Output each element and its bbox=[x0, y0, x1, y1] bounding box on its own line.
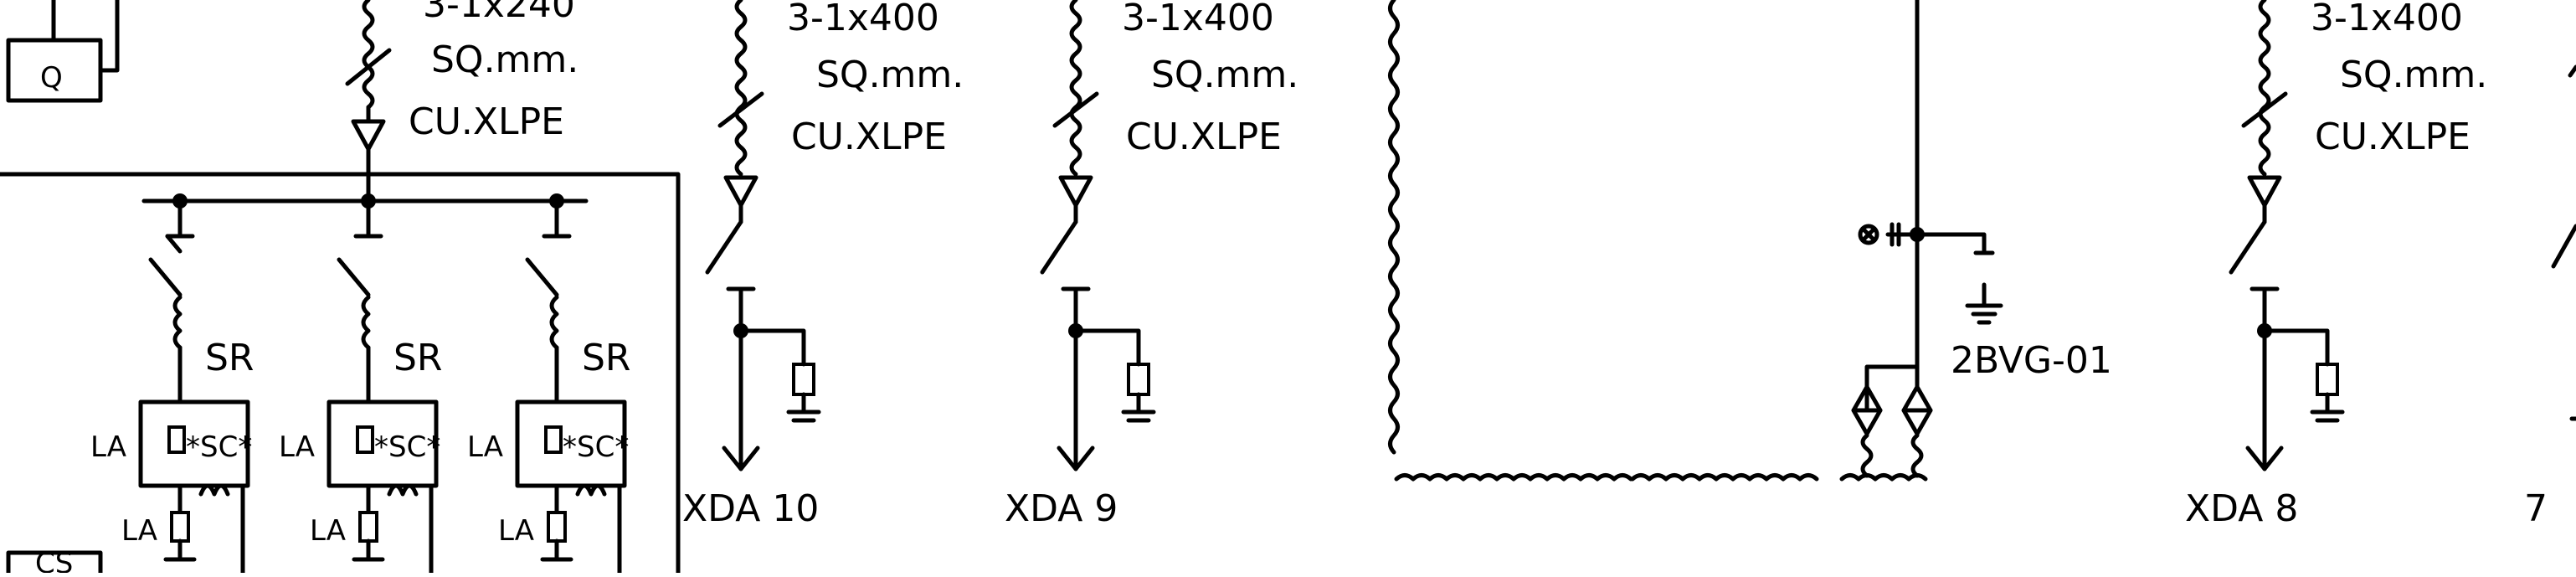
cable-unit-xda8: SQ.mm. bbox=[2340, 54, 2487, 96]
cable-unit-left: SQ.mm. bbox=[431, 39, 578, 81]
feeder-7: 7 bbox=[2524, 64, 2576, 530]
cable-unit-xda9: SQ.mm. bbox=[1151, 54, 1298, 96]
reactor-label-1: SR bbox=[205, 337, 255, 379]
meter-box-top-label: Q bbox=[40, 61, 63, 95]
capacitor-branch-2: SR LA *SC* LA bbox=[279, 198, 443, 575]
cable-insulation-xda10: CU.XLPE bbox=[791, 116, 947, 158]
arrester-label-2a: LA bbox=[279, 430, 315, 464]
feeder-label-7: 7 bbox=[2524, 487, 2548, 530]
cable-unit-xda10: SQ.mm. bbox=[816, 54, 964, 96]
feeder-xda-10: 3-1x400 SQ.mm. CU.XLPE XDA 10 bbox=[682, 0, 964, 530]
capacitor-label-3: *SC* bbox=[563, 430, 629, 464]
bank-busbar bbox=[141, 193, 589, 209]
feeder-label-xda10: XDA 10 bbox=[682, 487, 819, 530]
meter-box-top: Q bbox=[6, 0, 120, 103]
capacitor-bank-enclosure bbox=[0, 172, 681, 575]
vt-label: 2BVG-01 bbox=[1951, 339, 2112, 382]
vt-incomer: 2BVG-01 bbox=[1851, 0, 2112, 478]
arrester-label-2b: LA bbox=[310, 514, 346, 548]
cable-tray-section bbox=[1388, 0, 1928, 482]
feeder-xda-8: 3-1x400 SQ.mm. CU.XLPE XDA 8 bbox=[2185, 0, 2487, 530]
capacitor-branch-1: SR LA *SC* LA bbox=[90, 198, 255, 575]
reactor-label-3: SR bbox=[582, 337, 631, 379]
meter-box-bottom-label: CS bbox=[35, 547, 73, 573]
capacitor-branch-3: SR LA *SC* LA bbox=[467, 198, 631, 575]
cable-size-xda8: 3-1x400 bbox=[2311, 0, 2463, 39]
capacitor-label-1: *SC* bbox=[186, 430, 252, 464]
cable-size-xda9: 3-1x400 bbox=[1122, 0, 1274, 39]
arrester-label-3a: LA bbox=[467, 430, 503, 464]
cable-insulation-left: CU.XLPE bbox=[409, 100, 564, 143]
cable-insulation-xda9: CU.XLPE bbox=[1126, 116, 1282, 158]
cable-insulation-xda8: CU.XLPE bbox=[2315, 116, 2471, 158]
arrester-label-1b: LA bbox=[121, 514, 157, 548]
incomer-cable-left: 3-1x240 SQ.mm. CU.XLPE bbox=[345, 0, 578, 203]
meter-box-bottom: CS bbox=[6, 547, 103, 577]
arrester-label-3b: LA bbox=[498, 514, 534, 548]
cable-size-left: 3-1x240 bbox=[423, 0, 575, 26]
feeder-xda-9: 3-1x400 SQ.mm. CU.XLPE XDA 9 bbox=[1005, 0, 1298, 530]
capacitor-label-2: *SC* bbox=[374, 430, 440, 464]
feeder-label-xda8: XDA 8 bbox=[2185, 487, 2298, 530]
reactor-label-2: SR bbox=[393, 337, 443, 379]
cable-size-xda10: 3-1x400 bbox=[787, 0, 939, 39]
feeder-label-xda9: XDA 9 bbox=[1005, 487, 1118, 530]
arrester-label-1a: LA bbox=[90, 430, 126, 464]
